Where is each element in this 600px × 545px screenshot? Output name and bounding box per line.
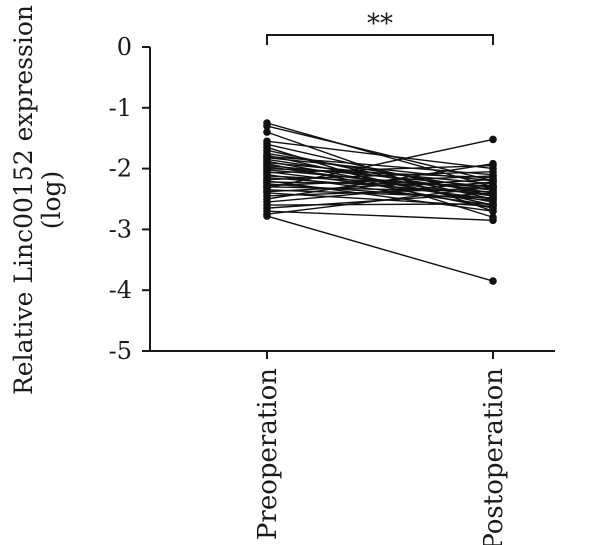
- y-tick-label: -2: [109, 155, 132, 183]
- pair-line: [266, 203, 494, 206]
- pre-point: [263, 128, 271, 136]
- x-category-label: Postoperation: [479, 368, 509, 545]
- post-point: [489, 183, 497, 191]
- y-tick-label: -1: [109, 94, 132, 122]
- pair-line: [266, 155, 494, 176]
- y-axis-ticks: 0 -1 -2 -3 -4 -5: [109, 33, 150, 365]
- y-axis-title-line1: Relative Linc00152 expression: [9, 5, 38, 395]
- post-point: [489, 135, 497, 144]
- post-point: [489, 277, 497, 285]
- pair-line: [266, 138, 494, 189]
- pre-point: [263, 210, 271, 218]
- post-point: [489, 216, 497, 225]
- x-category-label: Preoperation: [253, 368, 283, 540]
- pair-line: [266, 167, 494, 179]
- pair-line: [266, 140, 494, 170]
- y-axis-title: Relative Linc00152 expression (log): [9, 5, 66, 395]
- pair-line: [266, 180, 494, 212]
- significance-label: **: [367, 9, 393, 39]
- pair-line: [266, 163, 494, 200]
- y-tick-label: -3: [109, 215, 132, 243]
- y-axis-title-line2: (log): [37, 171, 66, 230]
- pair-line: [266, 178, 494, 193]
- pre-point: [263, 122, 271, 130]
- y-tick-label: -5: [109, 337, 132, 365]
- paired-series: [263, 119, 497, 285]
- post-point: [489, 189, 497, 197]
- pair-line: [266, 169, 494, 191]
- y-tick-label: -4: [109, 276, 132, 304]
- x-axis-ticks: Preoperation Postoperation: [253, 351, 509, 545]
- significance-bracket: [266, 34, 494, 45]
- pair-line: [266, 215, 494, 282]
- post-point: [489, 200, 497, 208]
- pair-line: [266, 170, 494, 181]
- pair-line: [266, 189, 494, 199]
- post-point: [489, 159, 497, 168]
- pair-line: [266, 210, 494, 221]
- pair-line: [266, 181, 494, 203]
- pair-line: [266, 164, 494, 174]
- y-tick-label: 0: [117, 33, 132, 61]
- pair-line: [266, 186, 494, 215]
